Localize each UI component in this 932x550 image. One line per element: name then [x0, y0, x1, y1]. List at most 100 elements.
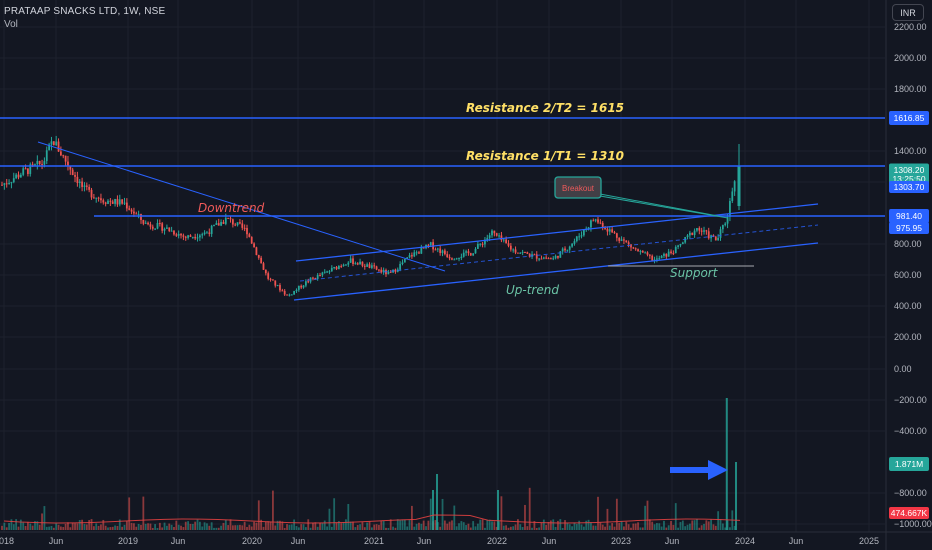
- price-tag-text: 981.40: [896, 211, 922, 221]
- volume-bar: [656, 523, 658, 530]
- volume-bar: [356, 525, 359, 530]
- candle-body: [641, 250, 644, 253]
- candle-body: [83, 185, 86, 187]
- volume-bar: [147, 523, 149, 530]
- y-tick-label: −400.00: [894, 426, 927, 436]
- volume-bar: [137, 523, 140, 530]
- volume-bar: [272, 490, 274, 530]
- candle-body: [45, 150, 48, 162]
- volume-bar: [43, 506, 46, 530]
- candle-body: [561, 248, 564, 252]
- volume-bar: [88, 520, 91, 530]
- volume-bar: [686, 524, 689, 530]
- candle-body: [719, 229, 722, 238]
- candle-body: [100, 198, 102, 201]
- price-tag: [889, 457, 929, 471]
- volume-bar: [260, 519, 263, 530]
- y-tick-label: −800.00: [894, 488, 927, 498]
- price-axis[interactable]: 2200.002000.001800.001400.001200.00800.0…: [885, 0, 932, 550]
- x-tick-label: Jun: [171, 536, 186, 546]
- candle-body: [472, 253, 475, 256]
- volume-bar: [618, 522, 621, 530]
- volume-bar: [509, 526, 512, 530]
- volume-bar: [637, 522, 639, 530]
- candle-body: [227, 217, 230, 219]
- candle-body: [476, 243, 479, 249]
- candle-body: [269, 278, 272, 280]
- x-tick-label: Jun: [542, 536, 557, 546]
- price-tag-text: 13:25:50: [892, 174, 925, 184]
- candle-body: [78, 181, 81, 184]
- volume-bar: [78, 520, 81, 530]
- volume-bar: [540, 522, 543, 530]
- candle-body: [354, 263, 357, 265]
- volume-bar: [688, 523, 691, 530]
- volume-bar: [585, 520, 588, 530]
- candle-body: [611, 229, 614, 233]
- candle-body: [27, 168, 29, 174]
- candle-body: [347, 262, 350, 265]
- candle-body: [387, 271, 390, 275]
- candle-body: [295, 289, 298, 291]
- y-tick-label: 2000.00: [894, 53, 927, 63]
- volume-bar: [378, 524, 380, 530]
- volume-ma-line: [3, 514, 741, 524]
- volume-bar: [302, 524, 305, 530]
- x-tick-label: 2024: [735, 536, 755, 546]
- candle-body: [166, 227, 168, 229]
- candle-body: [698, 228, 701, 231]
- candle-body: [368, 264, 371, 268]
- volume-bar: [580, 524, 583, 530]
- currency-button[interactable]: INR: [892, 4, 924, 21]
- candle-body: [234, 224, 237, 226]
- candle-body: [521, 251, 524, 253]
- volume-bar: [394, 527, 397, 530]
- volume-bar: [239, 524, 241, 530]
- volume-bar: [161, 527, 164, 530]
- volume-bar: [173, 526, 175, 530]
- candle-body: [241, 223, 244, 228]
- resistance-2-label: Resistance 2/T2 = 1615: [466, 101, 624, 115]
- candle-body: [161, 223, 164, 231]
- volume-bar: [59, 526, 62, 530]
- volume-bar: [592, 525, 595, 530]
- volume-bar: [521, 526, 524, 530]
- volume-bar: [29, 523, 32, 530]
- volume-bar: [217, 527, 220, 530]
- volume-bar: [312, 522, 314, 530]
- volume-bar: [274, 525, 277, 530]
- volume-bar: [691, 520, 694, 530]
- volume-bar: [224, 520, 227, 530]
- volume-bar: [502, 525, 505, 530]
- volume-bar: [45, 526, 48, 530]
- volume-bar: [698, 527, 701, 530]
- candle-body: [92, 197, 95, 199]
- candle-body: [592, 220, 595, 222]
- volume-bar: [109, 527, 112, 530]
- symbol-title[interactable]: PRATAAP SNACKS LTD, 1W, NSE: [4, 6, 166, 17]
- volume-bar: [255, 522, 258, 530]
- volume-bar: [76, 523, 79, 530]
- volume-bar: [491, 521, 493, 530]
- volume-bar: [128, 497, 131, 530]
- candle-body: [335, 266, 338, 270]
- volume-bar: [130, 522, 133, 530]
- volume-bar: [368, 521, 371, 530]
- x-tick-label: Jun: [789, 536, 804, 546]
- candle-body: [213, 224, 215, 226]
- volume-bar: [31, 525, 34, 530]
- time-axis[interactable]: 2018 Jun 2019 Jun 2020 Jun 2021 Jun 2022 Jun 2023 J…: [0, 531, 932, 546]
- volume-bar: [48, 526, 51, 530]
- volume-bar: [564, 520, 566, 530]
- y-tick-label: −1000.00: [894, 519, 932, 529]
- candle-body: [337, 265, 340, 270]
- volume-bar: [479, 519, 482, 530]
- volume-bar: [208, 525, 211, 530]
- candle-body: [411, 255, 413, 257]
- candle-body: [538, 258, 541, 260]
- volume-bar: [283, 527, 286, 530]
- volume-bar: [328, 508, 331, 530]
- volume-bar: [401, 519, 404, 530]
- volume-bar: [542, 519, 545, 530]
